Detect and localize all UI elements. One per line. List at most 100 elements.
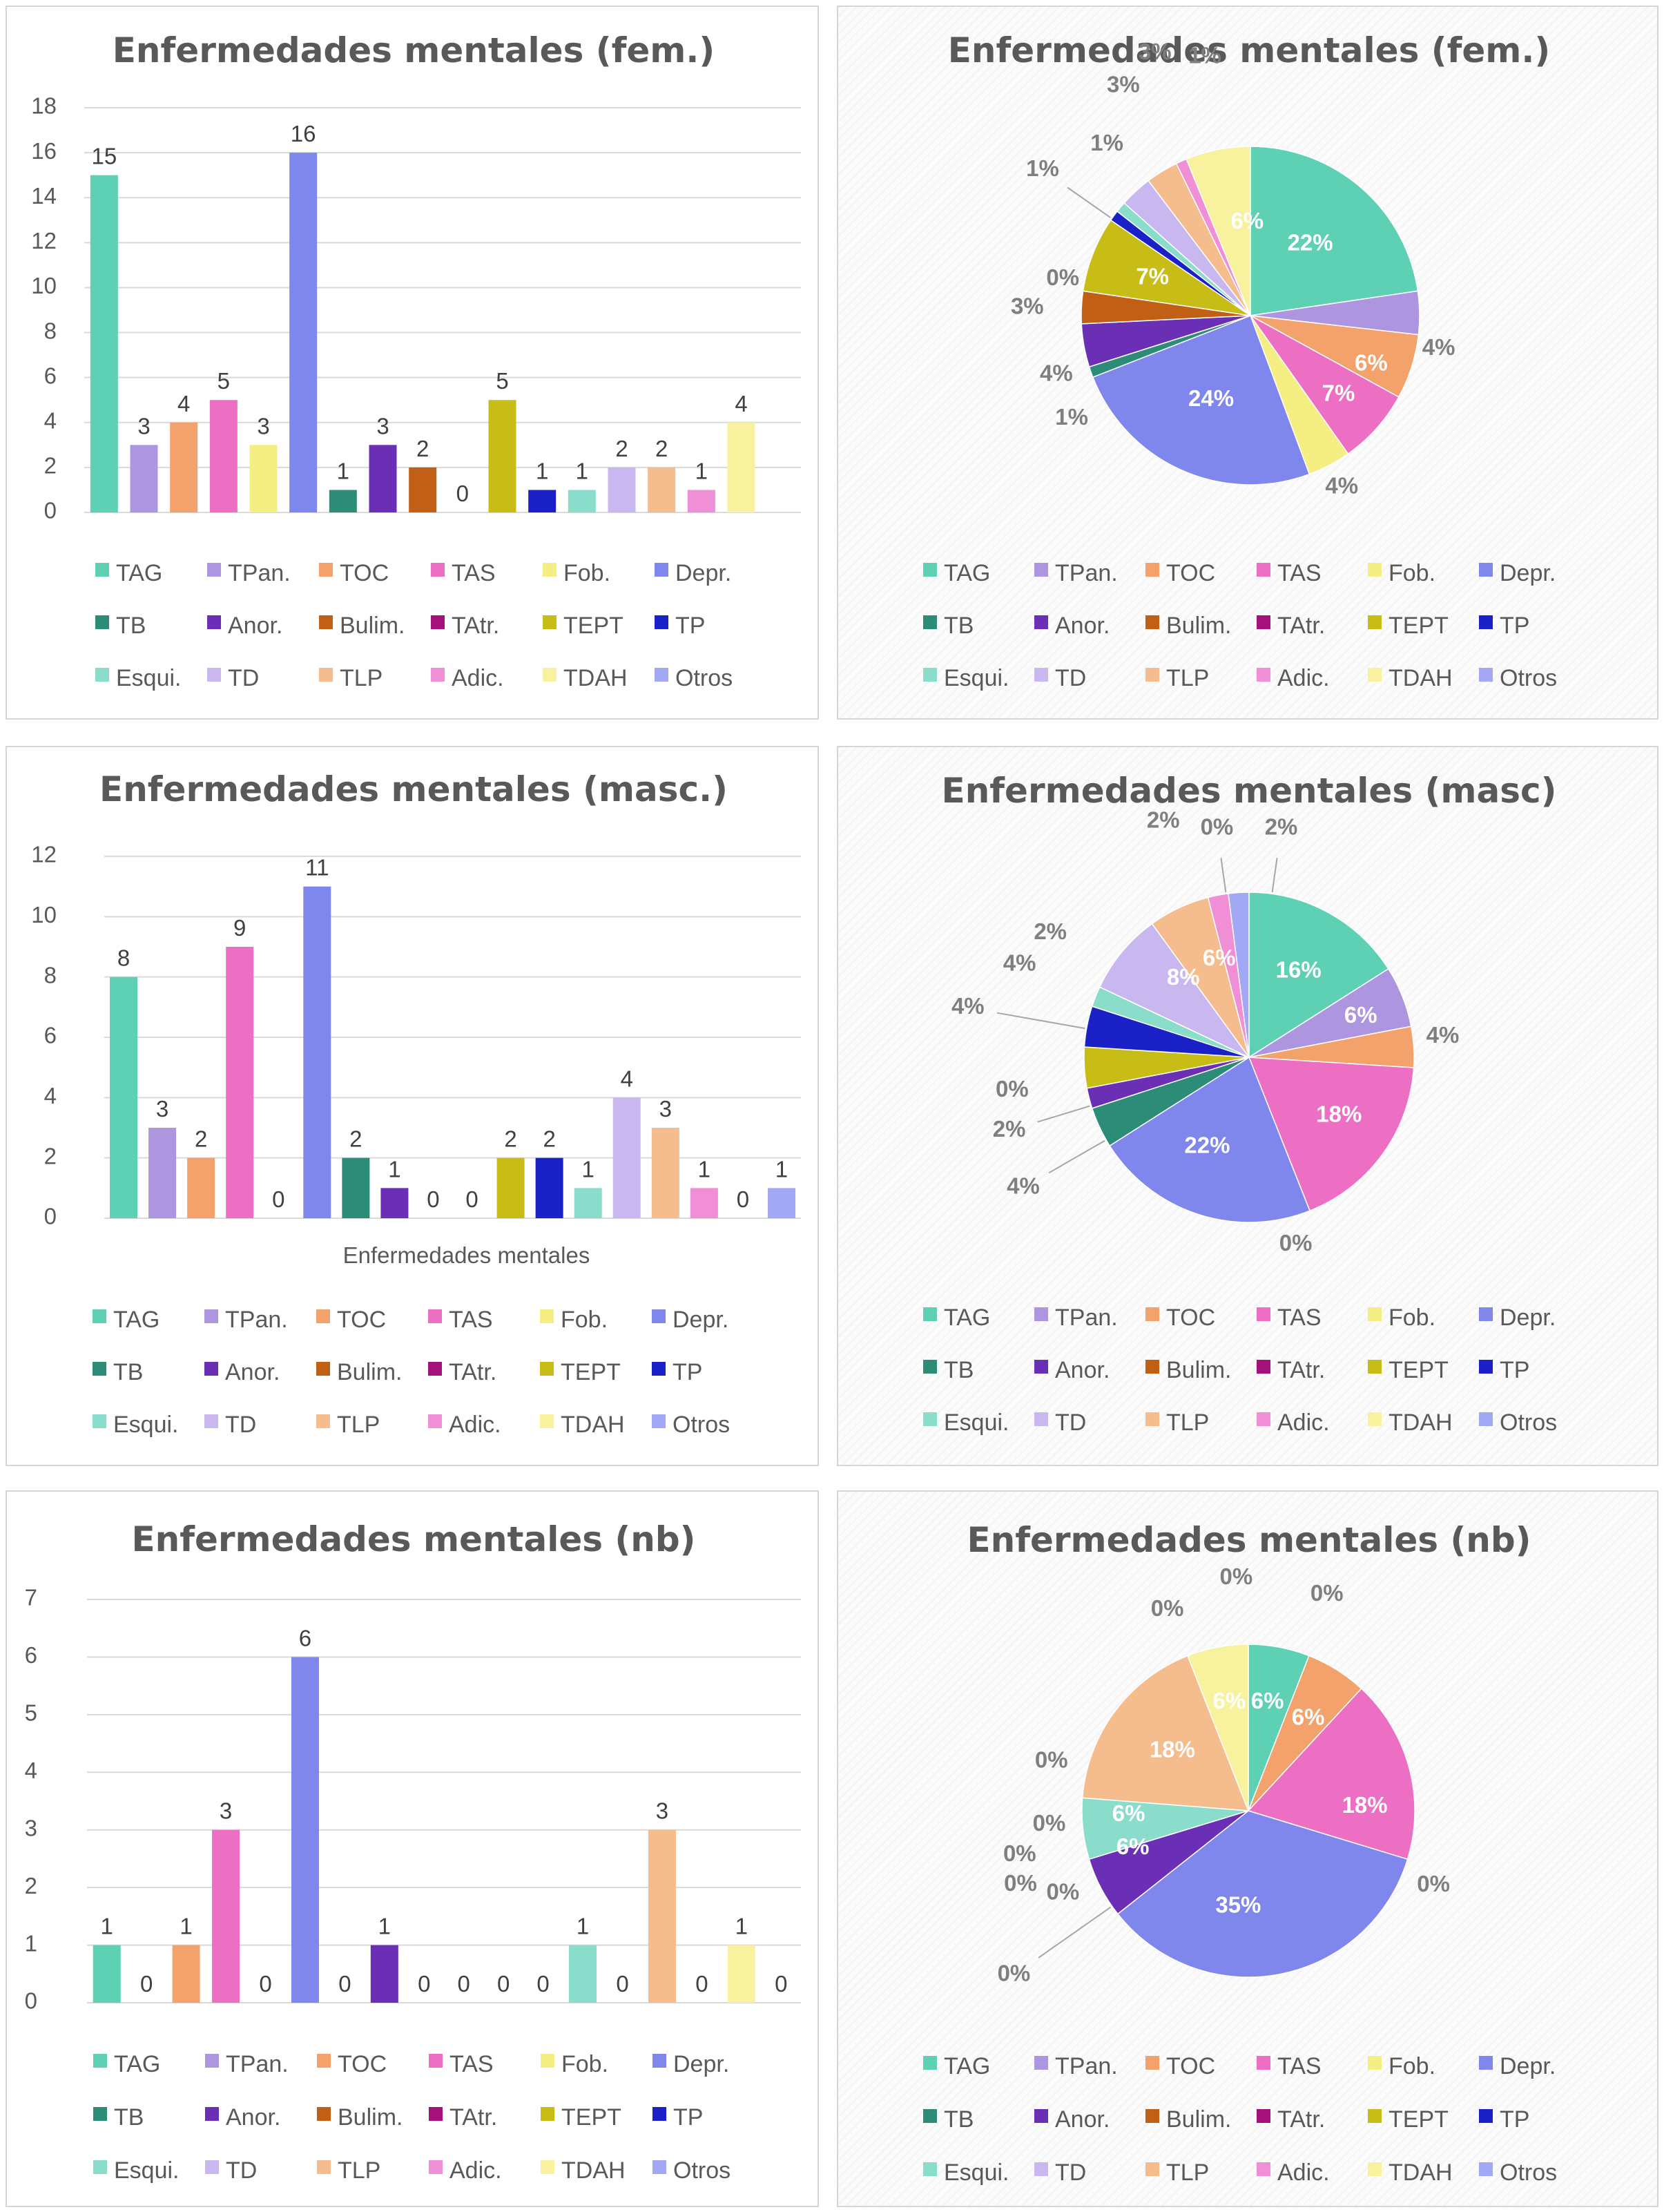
data-label-tept: 4% — [951, 993, 985, 1019]
bar-td — [608, 467, 636, 512]
data-label-tlp: 18% — [1150, 1737, 1195, 1762]
legend-label-td: TD — [1055, 665, 1086, 691]
data-label-adic: 1% — [1188, 43, 1221, 68]
pie1-legend-otros: Otros — [1479, 665, 1557, 691]
legend-swatch-tept — [1368, 2109, 1382, 2123]
legend-swatch-tept — [540, 1362, 554, 1376]
pie-chart-svg-5: Enfermedades mentales (nb) 6% 0% 6% 18% 0% 35%… — [923, 1520, 1557, 2186]
legend-label-anor: Anor. — [1055, 1357, 1110, 1383]
bar2-legend-toc: TOC — [316, 1307, 386, 1333]
data-label-esqui: 1 — [582, 1156, 594, 1182]
legend-swatch-td — [207, 668, 221, 682]
data-label-tas: 18% — [1316, 1101, 1362, 1126]
data-label-td: 4 — [621, 1066, 633, 1091]
data-label-otros: 0% — [1219, 1564, 1252, 1589]
legend-label-tpan: TPan. — [1055, 2053, 1118, 2079]
legend-swatch-tatr — [431, 615, 445, 629]
legend-label-tatr: TAtr. — [449, 2104, 497, 2131]
legend-swatch-toc — [319, 563, 333, 577]
bar2-legend-tb: TB — [93, 1359, 143, 1385]
legend-label-otros: Otros — [1500, 1410, 1557, 1436]
data-label-toc: 6% — [1355, 349, 1388, 375]
legend-label-tatr: TAtr. — [449, 1359, 496, 1385]
legend-label-tlp: TLP — [338, 2157, 380, 2184]
y-tick-label: 3 — [25, 1815, 37, 1840]
pie1-legend-tas: TAS — [1257, 560, 1322, 586]
bar0-legend-tb: TB — [95, 613, 146, 639]
chart-title: Enfermedades mentales (fem.) — [113, 30, 715, 70]
slice-tdah — [1187, 1644, 1249, 1811]
legend-swatch-otros — [652, 2160, 666, 2174]
pie5-legend-tp: TP — [1479, 2106, 1529, 2133]
pie1-legend-anor: Anor. — [1034, 613, 1110, 639]
data-label-tag: 6% — [1251, 1688, 1284, 1713]
legend-swatch-tdah — [543, 668, 557, 682]
bar0-legend-bulim: Bulim. — [319, 613, 405, 639]
y-tick-label: 10 — [31, 273, 57, 298]
legend-label-tdah: TDAH — [563, 665, 628, 691]
bar4-legend-tas: TAS — [429, 2051, 494, 2077]
legend-swatch-tdah — [541, 2160, 554, 2174]
legend-swatch-tas — [428, 1309, 442, 1323]
legend-label-toc: TOC — [337, 1307, 386, 1333]
bar4-legend-bulim: Bulim. — [317, 2104, 403, 2131]
pie1-legend-adic: Adic. — [1257, 665, 1330, 691]
data-label-depr: 6 — [299, 1625, 311, 1651]
data-label-tlp: 6% — [1203, 945, 1236, 970]
bar0-legend-tp: TP — [655, 613, 705, 639]
legend-swatch-tept — [541, 2107, 554, 2121]
pie5-legend-bulim: Bulim. — [1145, 2106, 1231, 2133]
pie3-legend-tdah: TDAH — [1368, 1410, 1453, 1436]
legend-swatch-depr — [1479, 563, 1493, 577]
leader-line-anor — [1037, 1105, 1090, 1123]
legend-label-bulim: Bulim. — [338, 2104, 403, 2131]
y-tick-label: 6 — [44, 363, 57, 388]
data-label-td: 0% — [1035, 1747, 1068, 1773]
legend-label-adic: Adic. — [1277, 1410, 1330, 1436]
bar-chart-nb: Enfermedades mentales (nb) 0 1 2 3 4 5 6 7 1 0 1 3 0 6… — [6, 1490, 819, 2207]
legend-swatch-tept — [1368, 615, 1382, 629]
legend-swatch-toc — [317, 2054, 331, 2068]
bar-depr — [303, 886, 331, 1218]
pie1-legend-fob: Fob. — [1368, 560, 1435, 586]
bar-bulim — [409, 467, 437, 512]
legend-label-tb: TB — [944, 2106, 974, 2133]
pie1-legend-tept: TEPT — [1368, 613, 1449, 639]
bar-tag — [90, 175, 118, 512]
y-tick-label: 2 — [44, 453, 57, 479]
legend-label-tag: TAG — [114, 2051, 160, 2077]
legend-swatch-tb — [93, 2107, 107, 2121]
data-label-tag: 16% — [1276, 957, 1322, 983]
legend-label-tas: TAS — [452, 560, 496, 586]
bar-tlp — [651, 1128, 679, 1218]
data-label-esqui: 1% — [1090, 130, 1123, 155]
legend-label-tp: TP — [1500, 2106, 1529, 2133]
pie5-legend-tb: TB — [923, 2106, 974, 2133]
bar-tdah — [727, 422, 755, 512]
legend-swatch-tpan — [1034, 563, 1048, 577]
bar-tas — [209, 400, 238, 512]
legend-label-tp: TP — [673, 2104, 703, 2131]
legend-label-esqui: Esqui. — [944, 665, 1009, 691]
data-label-anor: 3 — [376, 413, 389, 439]
data-label-anor: 2% — [993, 1116, 1026, 1142]
slice-otros — [1228, 892, 1250, 1058]
bar-chart-fem: Enfermedades mentales (fem.) 0 2 4 6 8 10 12 14 1… — [6, 6, 819, 720]
slice-tag — [1250, 146, 1419, 316]
bar4-legend-tag: TAG — [93, 2051, 160, 2077]
chart-title: Enfermedades mentales (nb) — [967, 1520, 1531, 1560]
legend-swatch-tpan — [1034, 1307, 1048, 1321]
legend-label-tas: TAS — [1277, 1305, 1322, 1331]
legend-label-tdah: TDAH — [1389, 665, 1453, 691]
bar2-legend-fob: Fob. — [540, 1307, 608, 1333]
legend-swatch-anor — [1034, 2109, 1048, 2123]
data-label-tp: 0% — [1033, 1810, 1066, 1836]
legend-swatch-otros — [1479, 668, 1493, 682]
data-label-tpan: 3 — [137, 413, 150, 439]
legend-swatch-depr — [655, 563, 668, 577]
legend-swatch-bulim — [317, 2107, 331, 2121]
legend-label-toc: TOC — [1166, 2053, 1215, 2079]
legend-swatch-otros — [1479, 2162, 1493, 2176]
data-label-depr: 22% — [1184, 1133, 1230, 1158]
pie3-legend-tept: TEPT — [1368, 1357, 1449, 1383]
